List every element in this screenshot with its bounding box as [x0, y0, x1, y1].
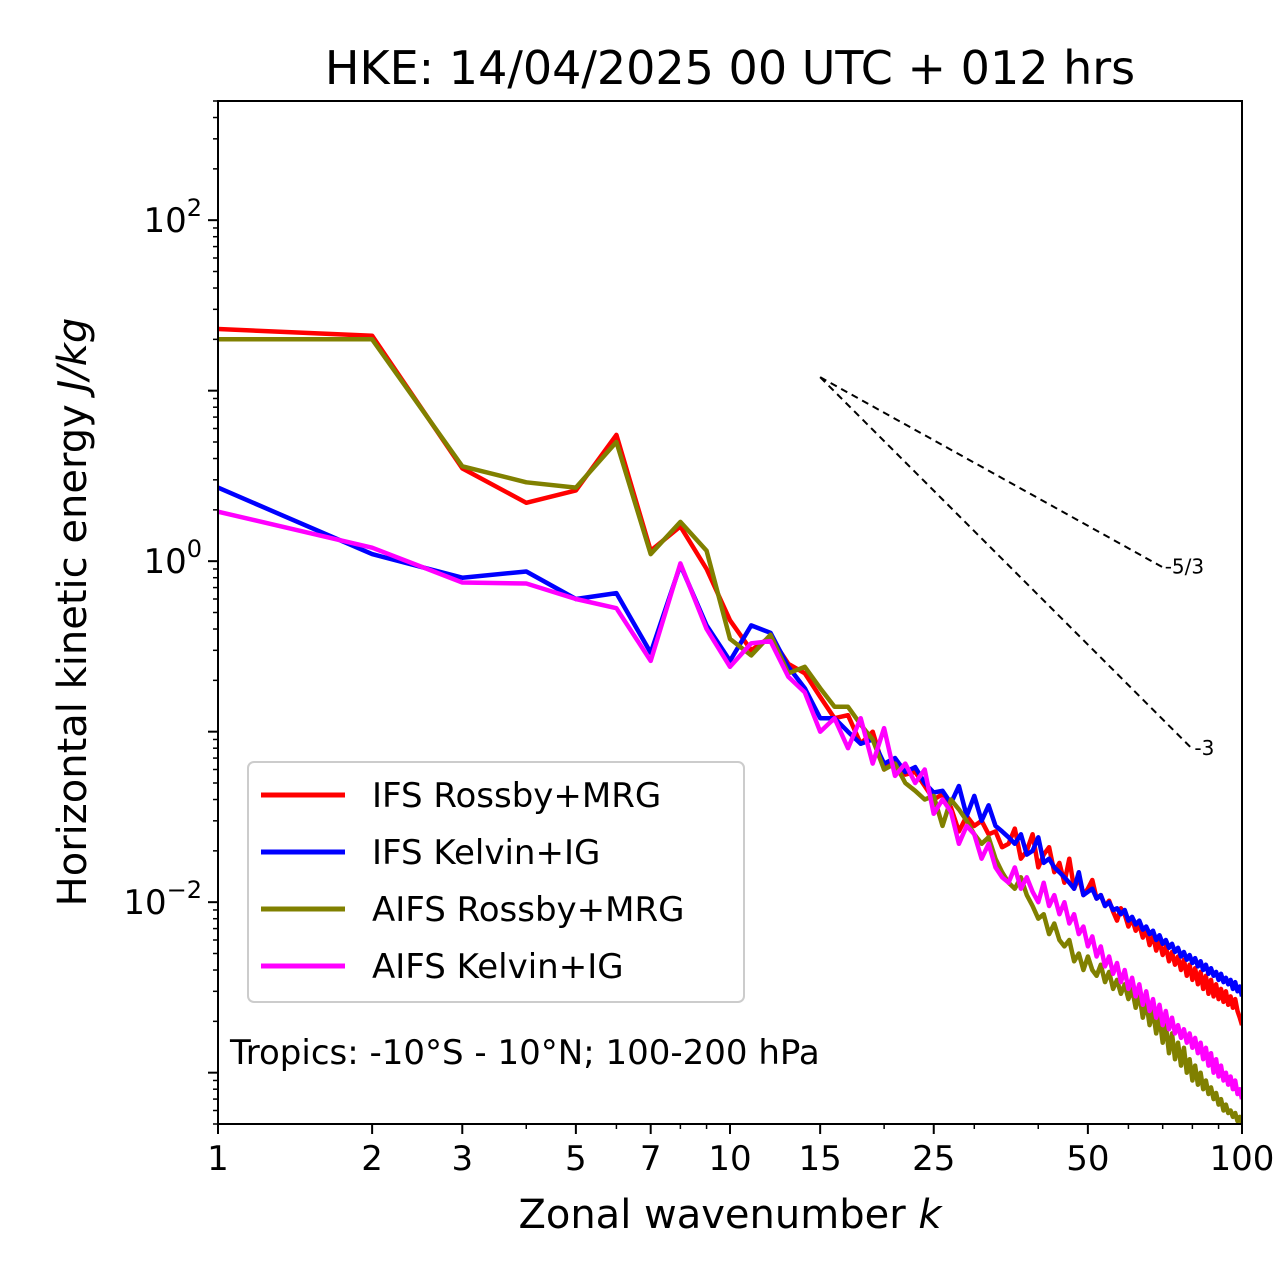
- series-line: [218, 337, 1242, 1124]
- x-axis: 1 2 3 5 7 10 15 25 50 100: [207, 1124, 1274, 1179]
- legend: IFS Rossby+MRG IFS Kelvin+IG AIFS Rossby+M…: [247, 761, 745, 1003]
- y-axis: 10−2 100 102: [123, 100, 218, 1125]
- x-tick-label: 25: [912, 1139, 955, 1179]
- x-tick-label: 5: [565, 1139, 587, 1179]
- y-axis-label: Horizontal kinetic energy J/kg: [50, 318, 96, 907]
- chart-title: HKE: 14/04/2025 00 UTC + 012 hrs: [325, 41, 1135, 95]
- x-tick-label: 15: [799, 1139, 842, 1179]
- legend-label: AIFS Rossby+MRG: [372, 890, 684, 930]
- y-tick-label: 100: [143, 535, 202, 582]
- x-axis-label: Zonal wavenumber k: [518, 1192, 943, 1238]
- legend-label: IFS Rossby+MRG: [372, 776, 661, 816]
- legend-box: [247, 761, 745, 1003]
- y-axis-label-text: Horizontal kinetic energy: [50, 392, 96, 907]
- reference-slope-line: [819, 376, 1194, 750]
- x-tick-label: 1: [207, 1139, 229, 1179]
- y-tick-label: 10−2: [123, 876, 202, 923]
- region-annotation: Tropics: -10°S - 10°N; 100-200 hPa: [229, 1033, 820, 1073]
- series-line: [218, 509, 1242, 1100]
- y-tick-label: 102: [143, 194, 202, 241]
- reference-slope-label: -3: [1194, 736, 1214, 760]
- reference-slope-label: -5/3: [1165, 554, 1204, 578]
- x-tick-label: 7: [640, 1139, 662, 1179]
- y-axis-label-unit: J/kg: [50, 318, 96, 399]
- x-tick-label: 10: [708, 1139, 751, 1179]
- x-tick-label: 3: [451, 1139, 473, 1179]
- x-tick-label: 50: [1066, 1139, 1109, 1179]
- x-axis-label-text: Zonal wavenumber: [518, 1192, 918, 1238]
- legend-label: AIFS Kelvin+IG: [372, 947, 624, 987]
- legend-label: IFS Kelvin+IG: [372, 833, 600, 873]
- x-tick-label: 100: [1210, 1139, 1275, 1179]
- reference-slope-line: [819, 376, 1164, 569]
- reference-lines: -5/3 -3: [819, 376, 1214, 760]
- x-axis-label-symbol: k: [918, 1192, 943, 1238]
- x-tick-label: 2: [361, 1139, 383, 1179]
- series-layer: [218, 326, 1242, 1124]
